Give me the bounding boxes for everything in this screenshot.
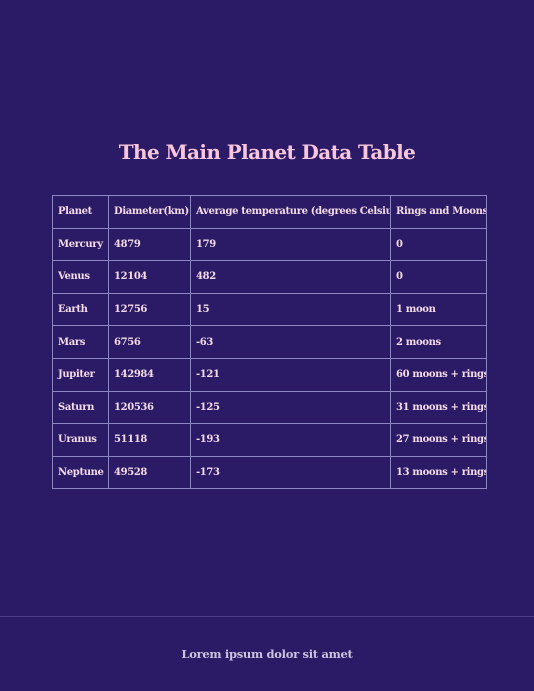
cell-rings-moons: 2 moons xyxy=(390,325,487,359)
table-header-row: Planet Diameter(km) Average temperature … xyxy=(52,195,487,229)
column-header-planet: Planet xyxy=(52,195,109,229)
table-row: Jupiter 142984 -121 60 moons + rings xyxy=(52,357,487,392)
cell-diameter: 6756 xyxy=(108,325,191,359)
table-row: Neptune 49528 -173 13 moons + rings xyxy=(52,455,487,490)
column-header-diameter: Diameter(km) xyxy=(108,195,191,229)
cell-planet: Mars xyxy=(52,325,109,359)
cell-planet: Uranus xyxy=(52,423,109,457)
cell-planet: Neptune xyxy=(52,455,109,490)
footer-text: Lorem ipsum dolor sit amet xyxy=(181,647,353,661)
cell-temperature: 15 xyxy=(190,292,391,327)
planet-data-table: Planet Diameter(km) Average temperature … xyxy=(52,195,487,490)
cell-diameter: 142984 xyxy=(108,357,191,392)
table-row: Saturn 120536 -125 31 moons + rings xyxy=(52,390,487,425)
cell-planet: Earth xyxy=(52,292,109,327)
cell-temperature: -125 xyxy=(190,390,391,425)
cell-diameter: 4879 xyxy=(108,227,191,262)
cell-diameter: 12104 xyxy=(108,260,191,294)
cell-temperature: 179 xyxy=(190,227,391,262)
table-row: Venus 12104 482 0 xyxy=(52,260,487,294)
cell-temperature: -173 xyxy=(190,455,391,490)
cell-rings-moons: 0 xyxy=(390,260,487,294)
page-title: The Main Planet Data Table xyxy=(118,140,416,164)
table-row: Mercury 4879 179 0 xyxy=(52,227,487,262)
cell-rings-moons: 27 moons + rings xyxy=(390,423,487,457)
cell-rings-moons: 31 moons + rings xyxy=(390,390,487,425)
cell-rings-moons: 60 moons + rings xyxy=(390,357,487,392)
cell-rings-moons: 13 moons + rings xyxy=(390,455,487,490)
table-row: Earth 12756 15 1 moon xyxy=(52,292,487,327)
cell-diameter: 51118 xyxy=(108,423,191,457)
cell-diameter: 49528 xyxy=(108,455,191,490)
column-header-average-temperature: Average temperature (degrees Celsius) xyxy=(190,195,391,229)
cell-rings-moons: 0 xyxy=(390,227,487,262)
cell-diameter: 120536 xyxy=(108,390,191,425)
cell-temperature: -193 xyxy=(190,423,391,457)
cell-planet: Jupiter xyxy=(52,357,109,392)
cell-rings-moons: 1 moon xyxy=(390,292,487,327)
footer-divider xyxy=(0,616,534,617)
cell-temperature: -121 xyxy=(190,357,391,392)
table-row: Mars 6756 -63 2 moons xyxy=(52,325,487,359)
cell-planet: Saturn xyxy=(52,390,109,425)
column-header-rings-and-moons: Rings and Moons xyxy=(390,195,487,229)
cell-planet: Venus xyxy=(52,260,109,294)
cell-temperature: 482 xyxy=(190,260,391,294)
cell-diameter: 12756 xyxy=(108,292,191,327)
cell-temperature: -63 xyxy=(190,325,391,359)
table-row: Uranus 51118 -193 27 moons + rings xyxy=(52,423,487,457)
cell-planet: Mercury xyxy=(52,227,109,262)
